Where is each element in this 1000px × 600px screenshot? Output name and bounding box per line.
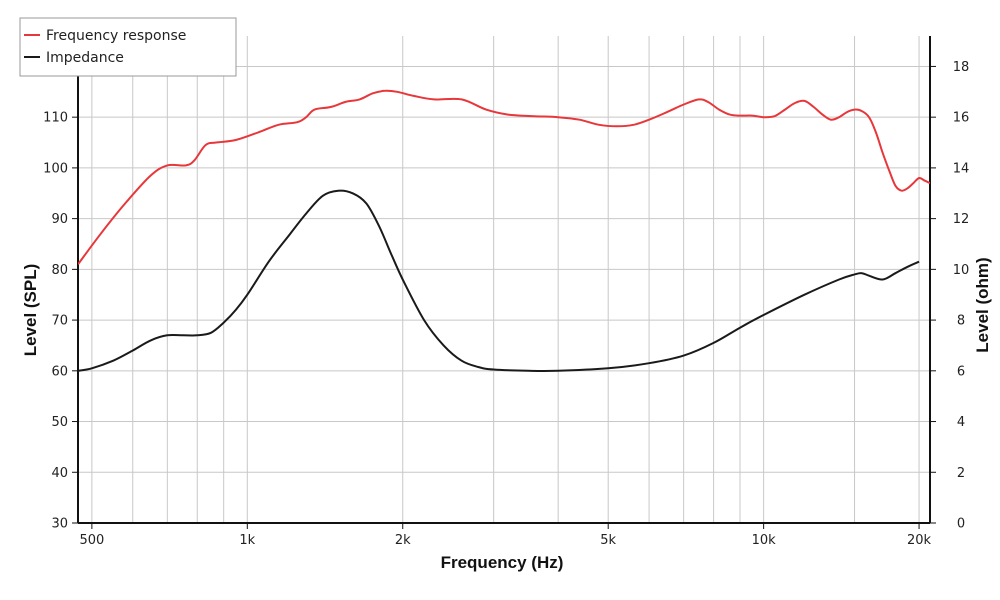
- axes: 3040506070809010011012002468101214161850…: [43, 36, 969, 548]
- y-right-tick-label: 0: [957, 517, 965, 532]
- impedance-line: [78, 189, 920, 373]
- y-left-tick-label: 90: [51, 212, 68, 227]
- y-left-tick-label: 100: [43, 161, 68, 176]
- y-left-tick-label: 50: [51, 415, 68, 430]
- y-left-tick-label: 60: [51, 364, 68, 379]
- y-left-tick-label: 30: [51, 517, 68, 532]
- series-lines: [78, 89, 930, 373]
- y-right-tick-label: 6: [957, 364, 965, 379]
- frequency-response-line: [78, 89, 930, 265]
- y-axis-right-title: Level (ohm): [973, 257, 992, 352]
- y-axis-left-title: Level (SPL): [21, 264, 40, 357]
- x-tick-label: 10k: [752, 533, 777, 548]
- y-right-tick-label: 10: [953, 263, 970, 278]
- y-right-tick-label: 16: [953, 111, 970, 126]
- legend-label: Frequency response: [46, 28, 186, 44]
- y-right-tick-label: 2: [957, 466, 965, 481]
- y-right-tick-label: 8: [957, 314, 965, 329]
- y-right-tick-label: 14: [953, 161, 970, 176]
- x-tick-label: 5k: [600, 533, 616, 548]
- legend: Frequency response Impedance: [19, 17, 237, 77]
- y-left-tick-label: 110: [43, 111, 68, 126]
- legend-label: Impedance: [46, 50, 124, 66]
- y-right-tick-label: 12: [953, 212, 970, 227]
- y-left-tick-label: 40: [51, 466, 68, 481]
- y-left-tick-label: 80: [51, 263, 68, 278]
- grid: [78, 36, 930, 524]
- legend-box: [19, 17, 237, 77]
- y-left-tick-label: 70: [51, 314, 68, 329]
- x-axis-title: Frequency (Hz): [441, 553, 564, 572]
- x-tick-label: 500: [79, 533, 104, 548]
- y-right-tick-label: 4: [957, 415, 965, 430]
- y-right-tick-label: 18: [953, 60, 970, 75]
- x-tick-label: 20k: [907, 533, 932, 548]
- x-tick-label: 1k: [239, 533, 255, 548]
- x-tick-label: 2k: [395, 533, 411, 548]
